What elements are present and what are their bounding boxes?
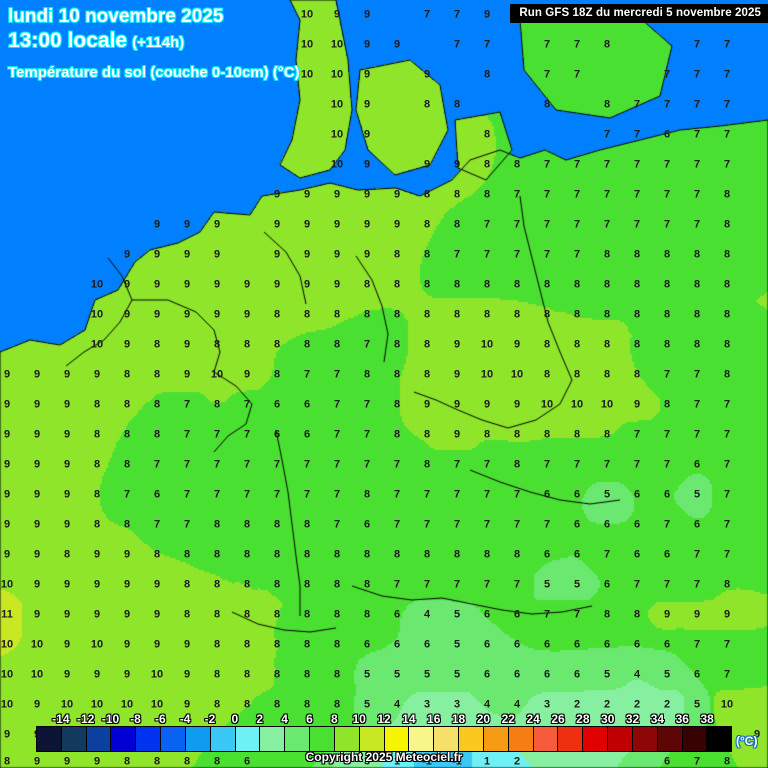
color-scale-cell [310,727,335,751]
color-scale-unit: (°C) [736,734,758,748]
color-scale-cell [608,727,633,751]
color-scale-cell [409,727,435,751]
color-scale-cell [682,727,708,751]
copyright-notice: Copyright 2025 Meteociel.fr [305,750,463,764]
color-scale-cell [185,727,211,751]
color-scale-bar[interactable] [36,726,732,752]
color-scale-cell [235,727,261,751]
color-scale-cell [632,727,658,751]
forecast-date: lundi 10 novembre 2025 [8,6,224,27]
color-scale-cell [434,727,460,751]
color-scale-cell [285,727,311,751]
color-scale-cell [61,727,87,751]
color-scale-cell [210,727,236,751]
model-run-label: Run GFS 18Z du mercredi 5 novembre 2025 [510,4,768,23]
color-scale-cell [260,727,286,751]
color-scale-cell [533,727,559,751]
forecast-time-row: 13:00 locale (+114h) [8,28,300,55]
color-scale-cell [136,727,162,751]
color-scale-cell [508,727,534,751]
map-header: lundi 10 novembre 2025 13:00 locale (+114… [8,6,300,82]
forecast-time: 13:00 locale [8,29,128,52]
color-scale-cell [111,727,137,751]
color-scale-cell [558,727,584,751]
forecast-offset: (+114h) [132,34,185,51]
color-scale-cell [37,727,62,751]
color-scale-cell [86,727,112,751]
color-scale-cell [334,727,360,751]
parameter-title: Température du sol (couche 0-10cm) (°C) [8,64,300,81]
color-scale-cell [459,727,484,751]
color-scale-cell [483,727,509,751]
color-scale-cell [384,727,410,751]
color-scale-cell [657,727,683,751]
color-scale-cell [583,727,609,751]
color-scale-cell [707,727,732,751]
color-scale-cell [161,727,186,751]
color-scale-cell [359,727,385,751]
